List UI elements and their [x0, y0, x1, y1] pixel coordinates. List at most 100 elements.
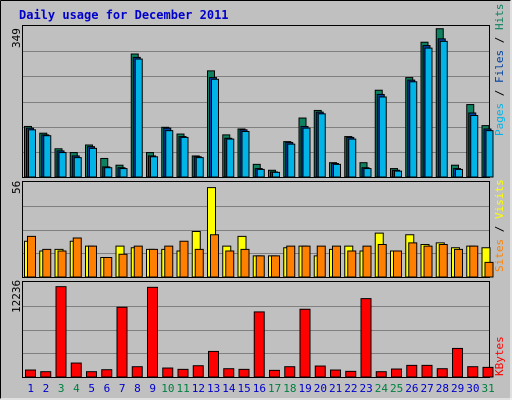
bar-pages-4 [73, 157, 82, 178]
legend-part: Hits [493, 4, 506, 31]
middle-legend: Sites / Visits [493, 179, 506, 272]
bar-pages-23 [363, 168, 372, 178]
bar-pages-25 [394, 170, 402, 178]
bar-pages-6 [104, 167, 113, 178]
bar-kbytes-12 [192, 365, 204, 378]
middle-max-label: 56 [10, 181, 23, 194]
bar-pages-12 [195, 157, 204, 178]
legend-part: Files [493, 50, 506, 83]
bar-pages-13 [211, 78, 219, 178]
bar-sites-2 [42, 248, 52, 278]
day-label-23: 23 [360, 382, 373, 395]
bar-kbytes-3 [55, 286, 67, 378]
bar-pages-19 [302, 127, 311, 178]
bar-pages-30 [470, 115, 479, 178]
bar-sites-20 [316, 245, 326, 278]
day-label-22: 22 [344, 382, 357, 395]
bar-sites-6 [103, 257, 113, 278]
bar-pages-17 [272, 171, 280, 178]
bar-kbytes-4 [70, 362, 82, 378]
bar-sites-17 [271, 255, 280, 278]
bar-pages-31 [485, 130, 494, 178]
bar-kbytes-17 [269, 369, 280, 378]
bar-sites-21 [332, 245, 341, 278]
day-label-19: 19 [299, 382, 312, 395]
day-label-4: 4 [73, 382, 80, 395]
day-label-18: 18 [283, 382, 296, 395]
day-label-6: 6 [104, 382, 111, 395]
legend-part: Sites [493, 239, 506, 272]
bar-pages-11 [180, 136, 189, 178]
bar-pages-21 [333, 163, 341, 178]
bar-kbytes-10 [162, 367, 174, 378]
day-label-29: 29 [451, 382, 464, 395]
bar-sites-14 [225, 250, 235, 278]
bar-pages-3 [58, 152, 67, 178]
bar-kbytes-9 [147, 286, 158, 378]
day-label-25: 25 [390, 382, 403, 395]
day-label-3: 3 [58, 382, 65, 395]
bar-sites-26 [408, 242, 418, 278]
legend-part: Visits [493, 179, 506, 219]
day-label-17: 17 [268, 382, 281, 395]
bar-kbytes-23 [360, 298, 372, 378]
day-label-31: 31 [482, 382, 495, 395]
bar-sites-23 [362, 245, 372, 278]
bar-sites-16 [255, 255, 265, 278]
bar-sites-29 [454, 248, 463, 278]
legend-part: / [493, 219, 506, 239]
bar-pages-28 [439, 40, 448, 178]
bar-pages-15 [241, 131, 250, 178]
bar-kbytes-6 [101, 369, 113, 378]
bar-kbytes-25 [391, 368, 402, 378]
bar-pages-2 [43, 135, 52, 178]
bar-kbytes-7 [116, 306, 128, 378]
bar-sites-18 [286, 245, 296, 278]
bar-sites-12 [194, 248, 204, 278]
bar-sites-27 [423, 245, 433, 278]
bar-kbytes-11 [177, 368, 189, 378]
bar-sites-24 [377, 244, 387, 278]
day-label-30: 30 [466, 382, 479, 395]
day-label-11: 11 [177, 382, 190, 395]
bar-kbytes-26 [406, 364, 418, 378]
chart-title: Daily usage for December 2011 [19, 8, 229, 22]
bar-sites-25 [393, 250, 402, 278]
day-label-24: 24 [375, 382, 389, 395]
bar-pages-8 [134, 58, 143, 178]
bar-sites-7 [118, 253, 128, 278]
bar-kbytes-2 [40, 371, 52, 378]
bar-sites-1 [27, 235, 36, 278]
bottom-legend: KBytes [493, 336, 506, 376]
bar-sites-3 [57, 250, 67, 278]
day-label-8: 8 [134, 382, 141, 395]
legend-part: / [493, 30, 506, 50]
bar-sites-11 [179, 240, 189, 278]
bar-sites-4 [72, 237, 82, 278]
bar-kbytes-15 [238, 368, 250, 378]
bar-sites-13 [210, 234, 219, 278]
bar-kbytes-1 [25, 369, 36, 378]
bar-kbytes-21 [330, 369, 341, 378]
day-label-14: 14 [222, 382, 236, 395]
bar-kbytes-24 [375, 371, 387, 378]
bar-sites-15 [240, 248, 250, 278]
day-label-9: 9 [149, 382, 156, 395]
bar-kbytes-18 [284, 366, 296, 378]
bar-kbytes-27 [421, 364, 433, 378]
bar-pages-9 [150, 156, 158, 178]
day-label-13: 13 [207, 382, 220, 395]
bar-kbytes-28 [436, 368, 448, 378]
day-label-21: 21 [329, 382, 342, 395]
bar-pages-10 [165, 130, 174, 178]
bar-pages-22 [348, 138, 357, 178]
top-max-label: 349 [10, 28, 23, 48]
bar-kbytes-13 [208, 350, 219, 378]
bar-pages-14 [226, 138, 235, 178]
day-label-26: 26 [405, 382, 418, 395]
bar-kbytes-30 [467, 366, 479, 378]
day-label-16: 16 [253, 382, 266, 395]
bar-sites-9 [149, 248, 158, 278]
bar-pages-1 [28, 129, 36, 178]
